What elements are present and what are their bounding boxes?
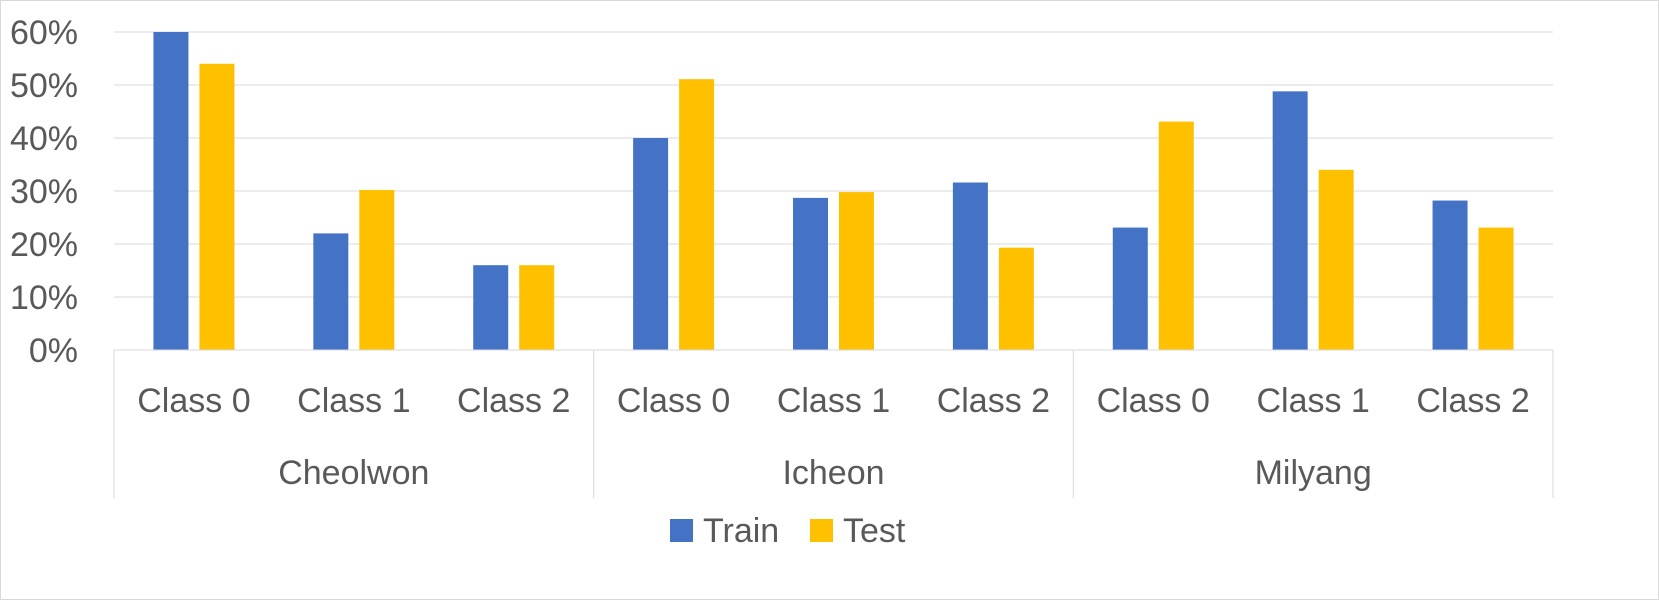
group-label: Milyang [1255,454,1372,492]
category-label: Class 0 [137,382,250,420]
group-label: Cheolwon [278,454,429,492]
category-label: Class 0 [617,382,730,420]
y-tick-label: 40% [10,120,78,158]
category-label: Class 1 [1256,382,1369,420]
category-label: Class 0 [1097,382,1210,420]
legend: Train Test [670,512,906,550]
bar-test [679,79,715,351]
bar-train [633,138,669,350]
legend-label: Test [843,512,906,550]
bar-train [313,233,349,350]
bar-test [1318,169,1354,350]
y-tick-label: 60% [10,14,78,52]
bar-test [839,192,874,350]
gridlines [114,31,1553,298]
y-axis-tick-labels: 0% 10% 20% 30% 40% 50% 60% [10,14,78,370]
group-label: Icheon [782,454,884,492]
bar-test [1478,227,1514,350]
category-label: Class 2 [1416,382,1529,420]
bar-test [1158,121,1194,350]
bar-train [1272,91,1308,351]
bar-train [793,197,828,350]
category-label: Class 1 [777,382,890,420]
category-label: Class 1 [297,382,410,420]
y-tick-label: 20% [10,226,78,264]
category-label: Class 2 [457,382,570,420]
bar-test [199,63,235,351]
legend-swatch-test [810,519,833,542]
y-tick-label: 50% [10,67,78,105]
bar-train [473,265,509,350]
bar-test [519,265,555,350]
bar-train [1112,227,1148,350]
x-axis: Class 0 Class 1 Class 2 Class 0 Class 1 Class… [113,349,1554,498]
legend-swatch-train [670,519,693,542]
category-label: Class 2 [937,382,1050,420]
bar-train [1432,200,1468,350]
legend-label: Train [703,512,779,550]
bar-train [952,182,988,350]
y-tick-label: 0% [29,332,78,370]
y-tick-label: 30% [10,173,78,211]
y-tick-label: 10% [10,279,78,317]
bar-train [153,32,189,350]
bar-test [359,189,395,350]
bar-test [998,247,1034,350]
bars [153,32,1514,351]
